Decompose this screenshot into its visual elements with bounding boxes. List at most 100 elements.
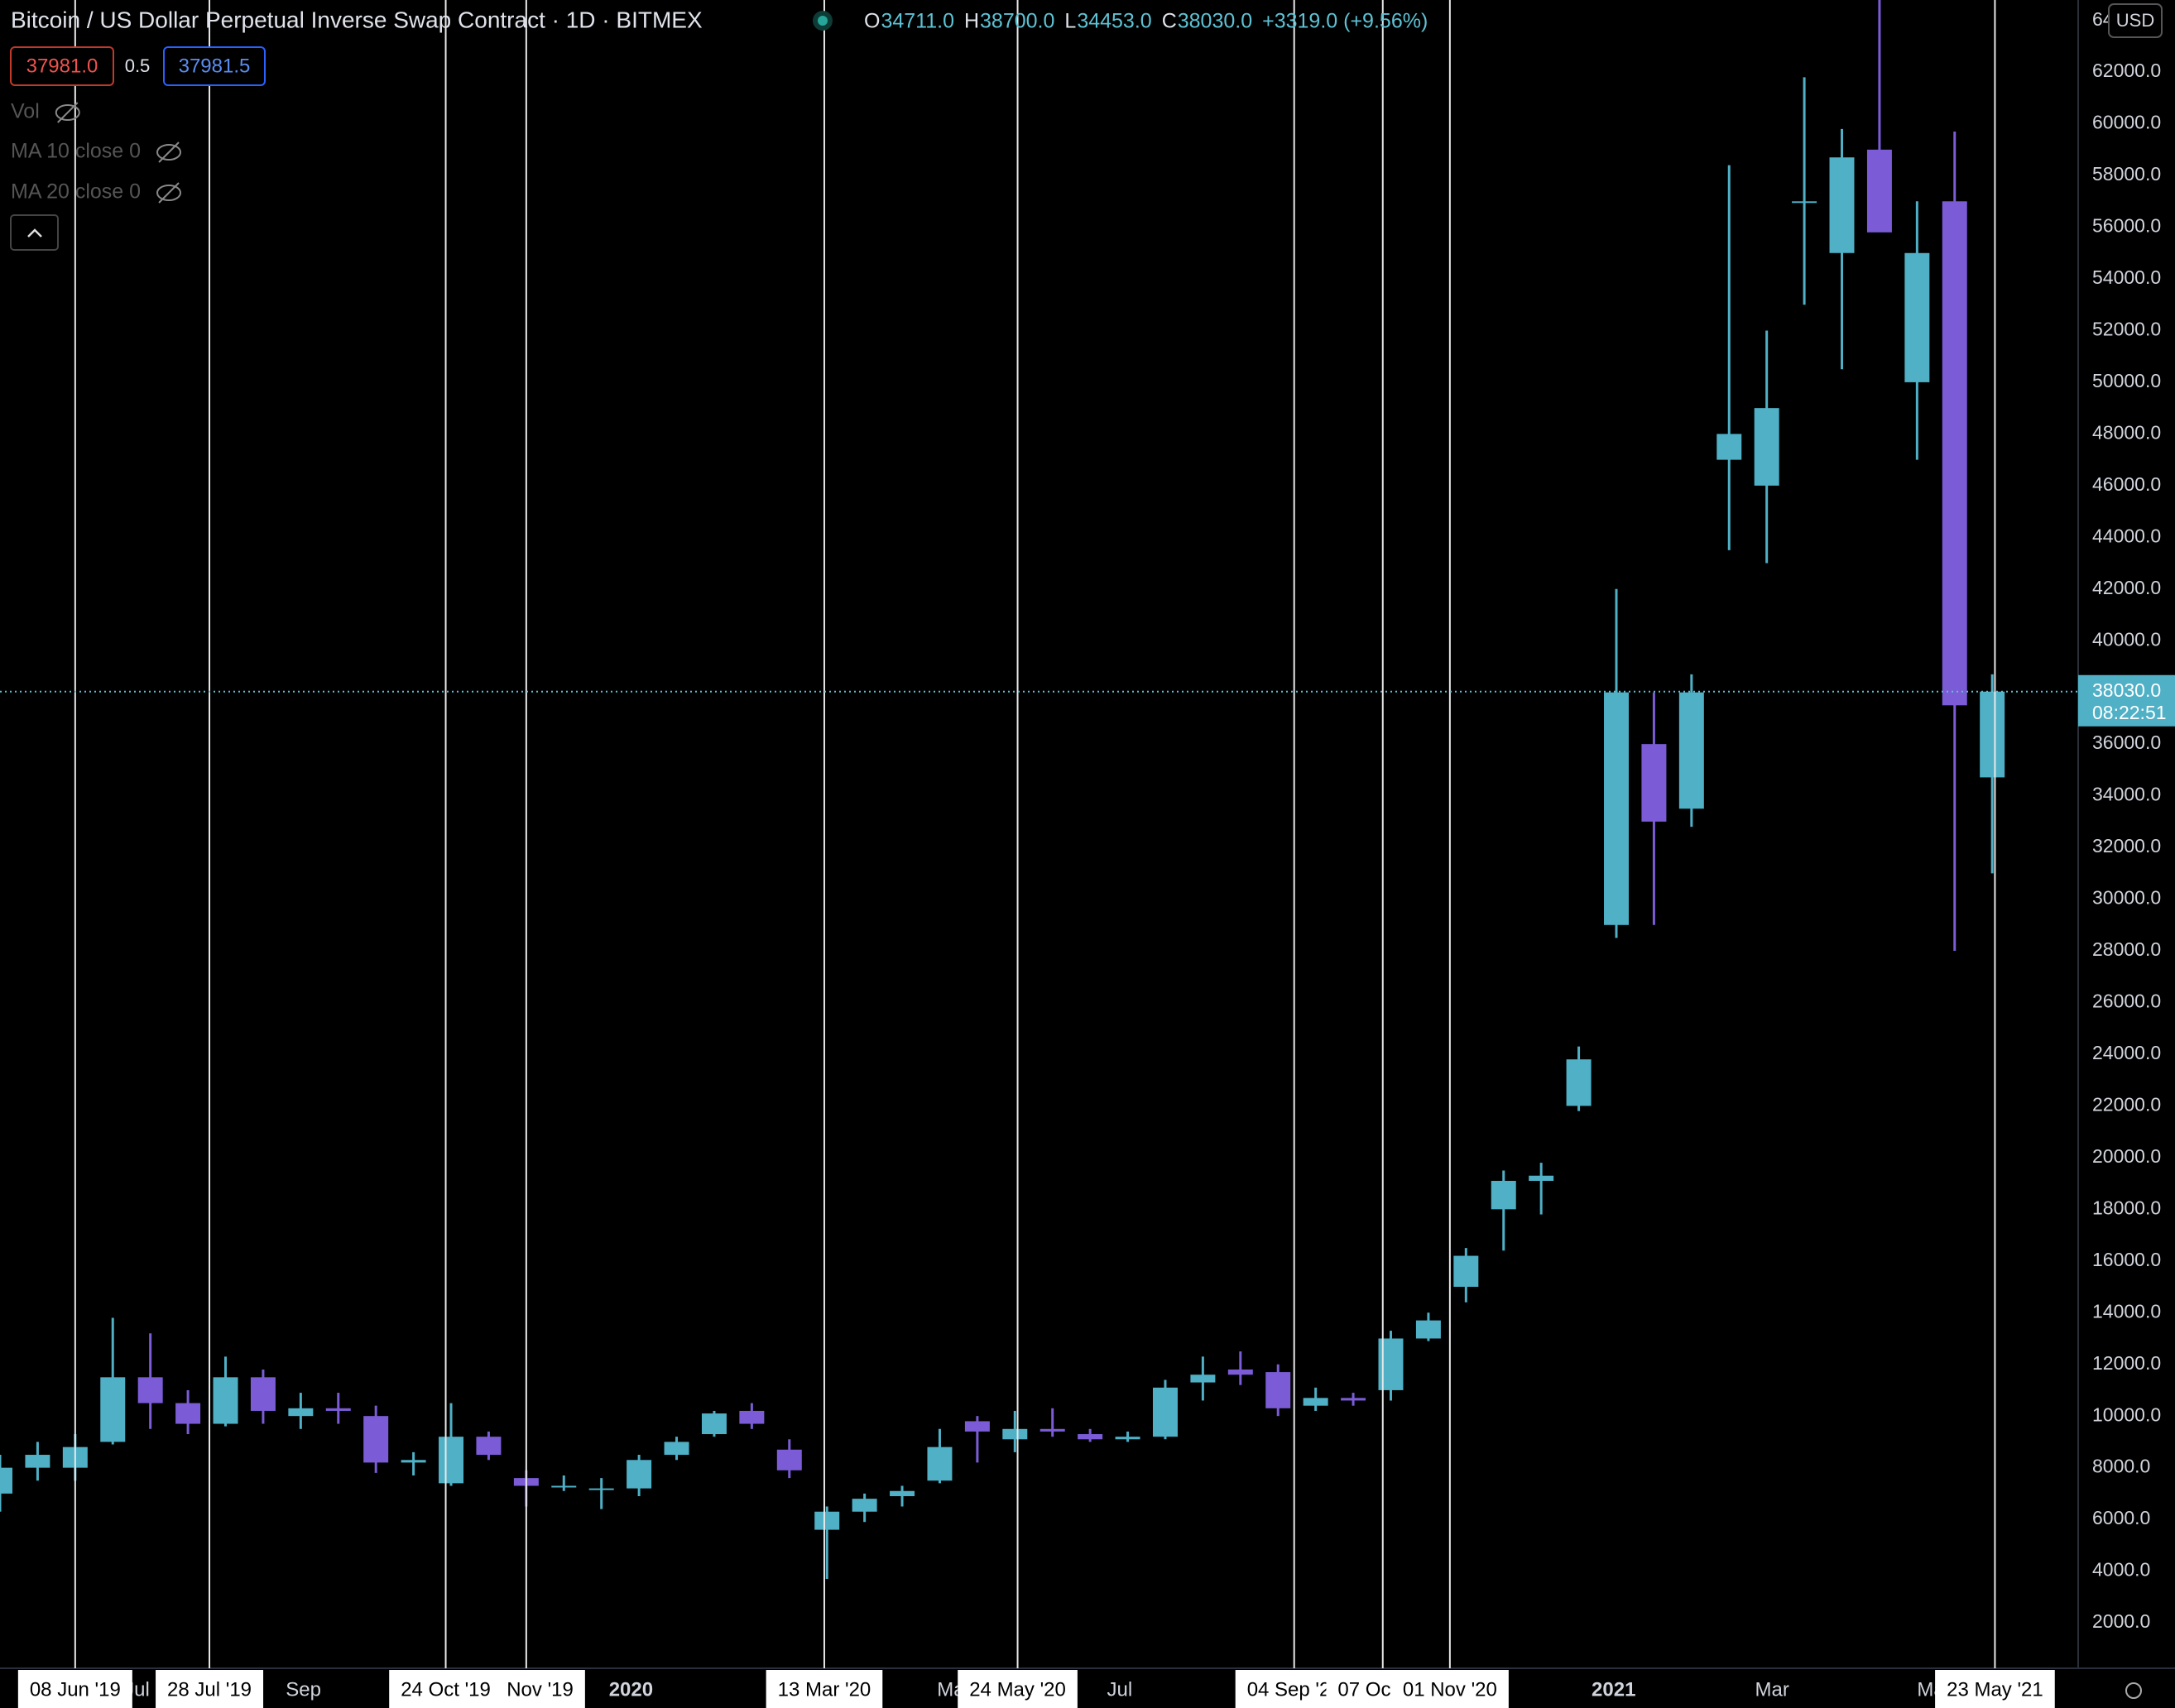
- candle-body: [1152, 1387, 1178, 1437]
- marker-label-text: 08 Jun '19: [30, 1678, 121, 1701]
- x-tick-label: 2020: [609, 1678, 653, 1701]
- currency-label: USD: [2116, 10, 2154, 31]
- candle-body: [1641, 744, 1667, 822]
- marker-label-box: [958, 1670, 1078, 1708]
- marker-label-text: 01 Nov '20: [1403, 1678, 1497, 1701]
- candle-body: [1716, 434, 1742, 460]
- marker-label-box: [17, 1670, 132, 1708]
- hidden-eye-slash: [158, 182, 180, 204]
- candle-body: [588, 1488, 614, 1490]
- y-tick-label: 36000.0: [2092, 732, 2161, 753]
- collapse-chevron: [27, 228, 42, 237]
- settings-icon[interactable]: [2125, 1682, 2142, 1699]
- candle-body: [137, 1377, 163, 1403]
- candle-body: [1942, 201, 1967, 706]
- y-tick-label: 14000.0: [2092, 1300, 2161, 1322]
- candle-body: [1190, 1375, 1216, 1383]
- marker-label: 24 May '20: [958, 1670, 1078, 1708]
- candle-body: [776, 1449, 802, 1471]
- ohlc-value: 38700.0: [980, 10, 1054, 33]
- candle-body: [852, 1499, 877, 1512]
- y-tick-label: 50000.0: [2092, 370, 2161, 391]
- candle-body: [1678, 692, 1704, 809]
- candle-body: [1604, 692, 1629, 925]
- y-tick-label: 28000.0: [2092, 938, 2161, 960]
- hidden-eye-icon[interactable]: [156, 144, 182, 161]
- candle-body: [100, 1377, 126, 1442]
- candle-body: [1265, 1372, 1291, 1408]
- y-tick-label: 4000.0: [2092, 1559, 2150, 1581]
- y-tick-label: 46000.0: [2092, 473, 2161, 495]
- candle-body: [551, 1485, 577, 1488]
- change-value: +3319.0 (+9.56%): [1262, 10, 1428, 33]
- sell-button-box[interactable]: [10, 46, 114, 86]
- hidden-eye-icon[interactable]: [55, 104, 80, 121]
- candle-body: [288, 1408, 314, 1417]
- sell-button[interactable]: 37981.0: [26, 55, 98, 77]
- candle-body: [1491, 1180, 1516, 1210]
- y-tick-label: 16000.0: [2092, 1249, 2161, 1270]
- candle-body: [1754, 408, 1779, 486]
- candle-body: [1829, 157, 1855, 253]
- marker-label-box: [1390, 1670, 1509, 1708]
- currency-badge[interactable]: [2108, 3, 2163, 38]
- hidden-eye-icon[interactable]: [156, 185, 182, 201]
- buy-button[interactable]: 37981.5: [179, 55, 251, 77]
- marker-label: 24 Oct '19: [389, 1670, 502, 1708]
- candle-body: [213, 1377, 238, 1424]
- x-tick-label: Sep: [286, 1678, 321, 1701]
- candle-body: [701, 1413, 727, 1435]
- candle-body: [401, 1460, 426, 1463]
- candle-body: [1341, 1398, 1366, 1401]
- buy-button-box[interactable]: [163, 46, 266, 86]
- x-tick-label: Jul: [1107, 1678, 1132, 1701]
- candle-body: [814, 1511, 840, 1530]
- spread-label: 0.5: [125, 55, 151, 76]
- marker-label-text: 24 Oct '19: [401, 1678, 491, 1701]
- candle-body: [927, 1447, 953, 1481]
- candle-body: [1792, 201, 1817, 204]
- indicator-label[interactable]: Vol: [11, 100, 40, 123]
- ohlc-key: O: [864, 10, 880, 33]
- y-tick-label: 34000.0: [2092, 784, 2161, 805]
- marker-label-text: 04 Sep '20: [1247, 1678, 1342, 1701]
- last-price-label: 38030.0: [2092, 679, 2161, 701]
- candle-body: [964, 1421, 990, 1432]
- candle-body: [1566, 1059, 1592, 1106]
- marker-label-box: [766, 1670, 883, 1708]
- last-price-box: [2078, 674, 2175, 727]
- candle-body: [250, 1377, 276, 1411]
- candle-body: [1078, 1434, 1103, 1440]
- collapse-button[interactable]: [10, 214, 59, 251]
- marker-label-text: 28 Jul '19: [167, 1678, 252, 1701]
- marker-label-box: [1935, 1670, 2055, 1708]
- indicator-label[interactable]: MA 20 close 0: [11, 180, 141, 204]
- candle-body: [25, 1455, 50, 1468]
- candle-body: [439, 1437, 464, 1484]
- ohlc-value: 38030.0: [1178, 10, 1252, 33]
- overlay: 2000.0 4000.0 6000.0 8000.0 10000.0 12000.0 14…: [10, 3, 2175, 1708]
- ohlc-key: L: [1064, 10, 1076, 33]
- y-tick-label: 32000.0: [2092, 835, 2161, 856]
- candle-body: [1529, 1175, 1554, 1181]
- y-tick-label: 62000.0: [2092, 60, 2161, 81]
- y-tick-label: 30000.0: [2092, 887, 2161, 909]
- y-tick-label: 6000.0: [2092, 1507, 2150, 1528]
- candle-body: [1415, 1320, 1441, 1339]
- candle-body: [1039, 1428, 1065, 1432]
- candle-body: [890, 1490, 915, 1496]
- indicator-label[interactable]: MA 10 close 0: [11, 140, 141, 163]
- candle-body: [739, 1410, 765, 1424]
- marker-label: 13 Mar '20: [766, 1670, 883, 1708]
- candle-body: [476, 1437, 502, 1456]
- candle-body: [1303, 1398, 1328, 1406]
- y-tick-label: 58000.0: [2092, 163, 2161, 185]
- y-tick-label: 2000.0: [2092, 1610, 2150, 1632]
- marker-label: 01 Nov '20: [1390, 1670, 1509, 1708]
- candle-body: [0, 1467, 12, 1494]
- marker-label-box: [389, 1670, 502, 1708]
- hidden-eye-slash: [158, 142, 180, 163]
- countdown-label: 08:22:51: [2092, 702, 2167, 723]
